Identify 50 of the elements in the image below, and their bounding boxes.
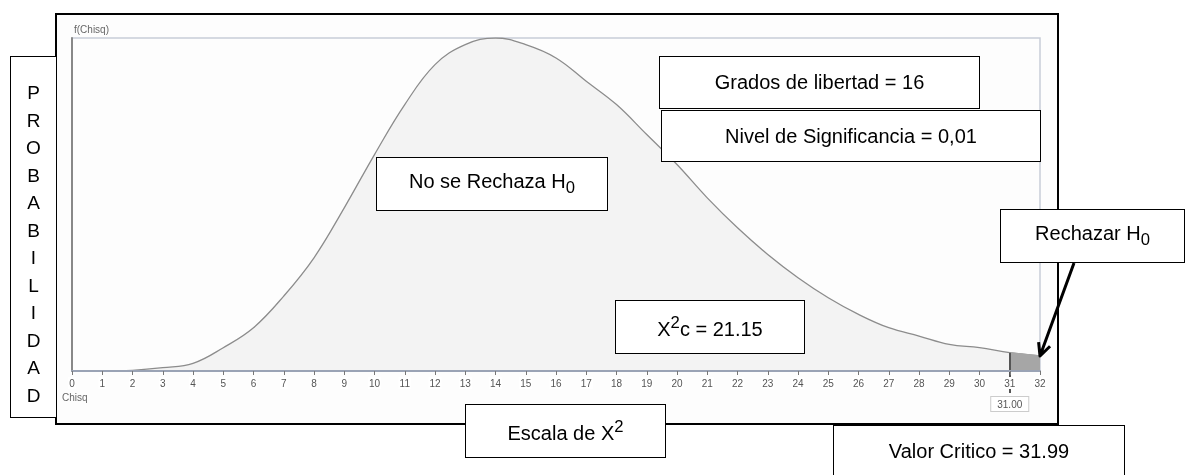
x-tick-label: 22 [731, 377, 744, 389]
x-tick-label: 15 [520, 377, 532, 389]
x-tick-label: 11 [399, 377, 411, 389]
annotation: Rechazar H$_{0}$ [1035, 222, 1150, 250]
x-tick-label: 29 [943, 377, 956, 389]
x-tick-label: 19 [641, 377, 653, 389]
text-box: Valor Critico = 31.99 [833, 425, 1125, 475]
x-tick-label: 26 [852, 377, 865, 389]
x-tick-label: 0 [69, 377, 76, 389]
x-tick-label: 18 [610, 377, 623, 389]
x-tick-label: 23 [762, 377, 774, 389]
x-tick-label: 31 [1004, 377, 1016, 389]
text-box: Nivel de Significancia = 0,01 [661, 110, 1041, 162]
x-tick-label: 20 [671, 377, 683, 389]
text: Chisq [62, 392, 88, 403]
annotation: X$^{2}$c = 21.15 [657, 313, 763, 341]
x-tick-label: 28 [913, 377, 925, 389]
x-tick-label: 2 [129, 377, 136, 389]
ref-line-label: 31.00 [997, 398, 1023, 410]
x-tick-label: 21 [701, 377, 714, 389]
x-tick-label: 13 [459, 377, 472, 389]
x-tick-label: 1 [99, 377, 106, 389]
x-tick-label: 32 [1034, 377, 1046, 389]
text-box: Escala de X$^{2}$ [465, 404, 666, 458]
text-box: Grados de libertad = 16 [659, 56, 980, 109]
x-tick-label: 10 [368, 377, 381, 389]
x-axis-title: Escala de X$^{2}$ [507, 417, 624, 445]
text-box: X$^{2}$c = 21.15 [615, 300, 805, 354]
x-tick-label: 17 [580, 377, 593, 389]
x-tick-label: 5 [220, 377, 227, 389]
x-tick-label: 7 [280, 377, 287, 389]
x-tick-label: 27 [883, 377, 895, 389]
x-tick-label: 30 [973, 377, 986, 389]
text: f(Chisq) [74, 24, 110, 35]
x-tick-label: 6 [250, 377, 257, 389]
x-tick-label: 25 [822, 377, 835, 389]
x-tick-label: 4 [190, 377, 197, 389]
annotation: Nivel de Significancia = 0,01 [725, 124, 977, 148]
x-tick-label: 8 [311, 377, 318, 389]
x-tick-label: 14 [489, 377, 502, 389]
x-tick-label: 9 [341, 377, 348, 389]
x-tick-label: 3 [159, 377, 166, 389]
text: PROBABILIDAD [26, 82, 41, 406]
text-box: Rechazar H$_{0}$ [1000, 209, 1185, 263]
annotation: No se Rechaza H$_{0}$ [408, 170, 575, 198]
text-box: No se Rechaza H$_{0}$ [376, 157, 608, 211]
x-tick-label: 24 [792, 377, 804, 389]
x-tick-label: 16 [550, 377, 562, 389]
x-tick-label: 12 [429, 377, 441, 389]
annotation: Grados de libertad = 16 [714, 71, 925, 94]
